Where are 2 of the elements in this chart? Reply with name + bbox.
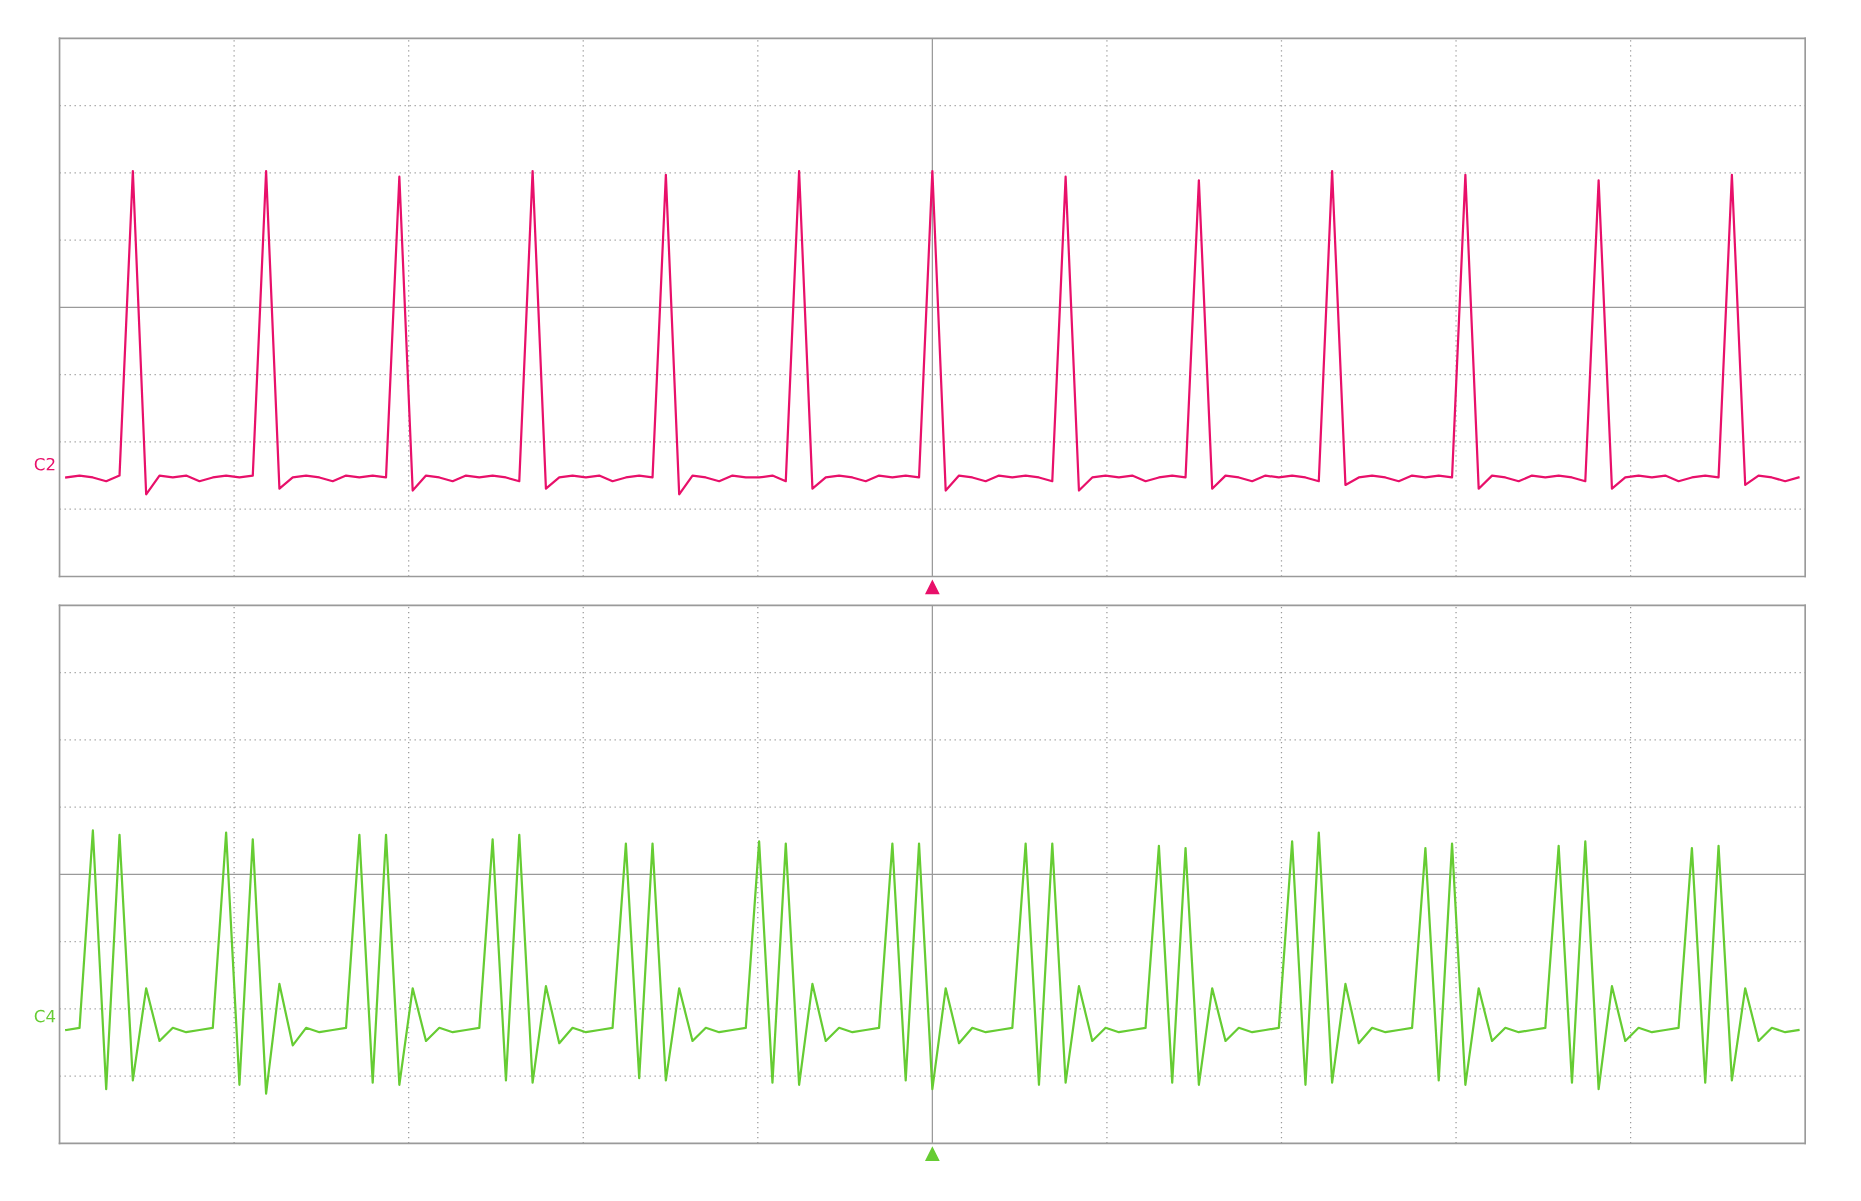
series-label: C2 — [34, 457, 55, 471]
series-label: C4 — [34, 1009, 56, 1023]
